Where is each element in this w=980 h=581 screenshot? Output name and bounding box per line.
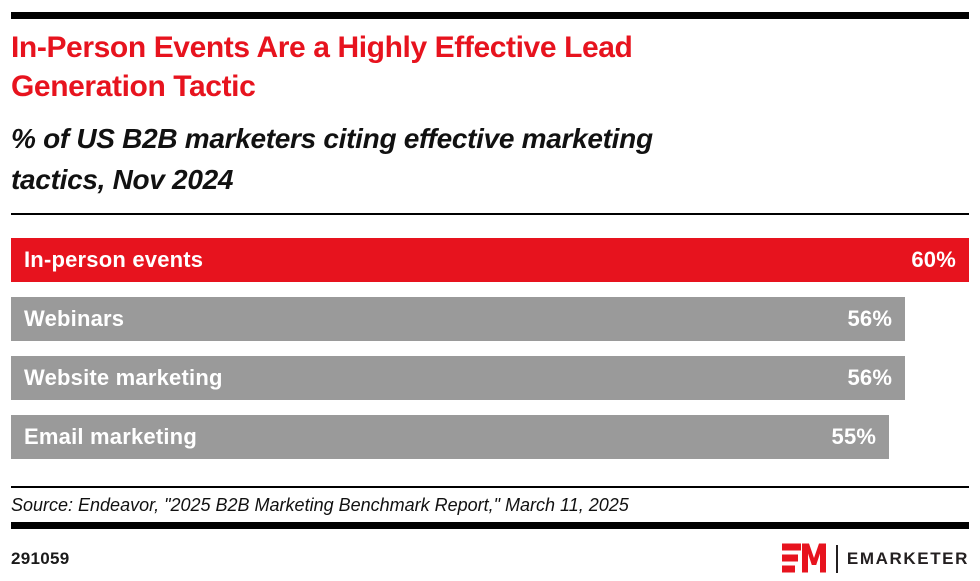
source-note: Source: Endeavor, "2025 B2B Marketing Be… — [11, 495, 629, 515]
top-rule — [11, 12, 969, 19]
bottom-rule — [11, 522, 969, 529]
bar: Email marketing 55% — [11, 415, 890, 459]
brand-name: EMARKETER — [846, 548, 969, 568]
bar-row: Email marketing 55% — [11, 415, 969, 459]
bar-row: Website marketing 56% — [11, 356, 969, 400]
bar-chart: In-person events 60% Webinars 56% Website ma… — [11, 238, 969, 459]
emarketer-em-logo-icon — [781, 543, 826, 573]
bar: Webinars 56% — [11, 297, 906, 341]
chart-page: In-Person Events Are a Highly Effective … — [0, 12, 980, 581]
source-divider — [11, 486, 969, 488]
bar-row: Webinars 56% — [11, 297, 969, 341]
chart-id: 291059 — [11, 548, 70, 568]
brand-lockup: EMARKETER — [781, 543, 969, 574]
bar-category-label: Webinars — [24, 306, 125, 331]
bar-category-label: In-person events — [24, 247, 204, 272]
bar-value-label: 56% — [847, 306, 893, 331]
bar: Website marketing 56% — [11, 356, 906, 400]
bar-value-label: 60% — [911, 247, 956, 272]
bar-row: In-person events 60% — [11, 238, 969, 282]
brand-divider — [835, 544, 838, 573]
bar: In-person events 60% — [11, 238, 969, 282]
header-divider — [11, 213, 969, 215]
bar-category-label: Email marketing — [24, 424, 197, 449]
bar-value-label: 56% — [847, 365, 893, 390]
chart-subtitle: % of US B2B marketers citing effective m… — [11, 123, 653, 195]
bar-value-label: 55% — [831, 424, 877, 449]
footer: 291059 EMARKETER — [11, 543, 969, 574]
bar-category-label: Website marketing — [24, 365, 223, 390]
chart-title: In-Person Events Are a Highly Effective … — [11, 31, 633, 103]
